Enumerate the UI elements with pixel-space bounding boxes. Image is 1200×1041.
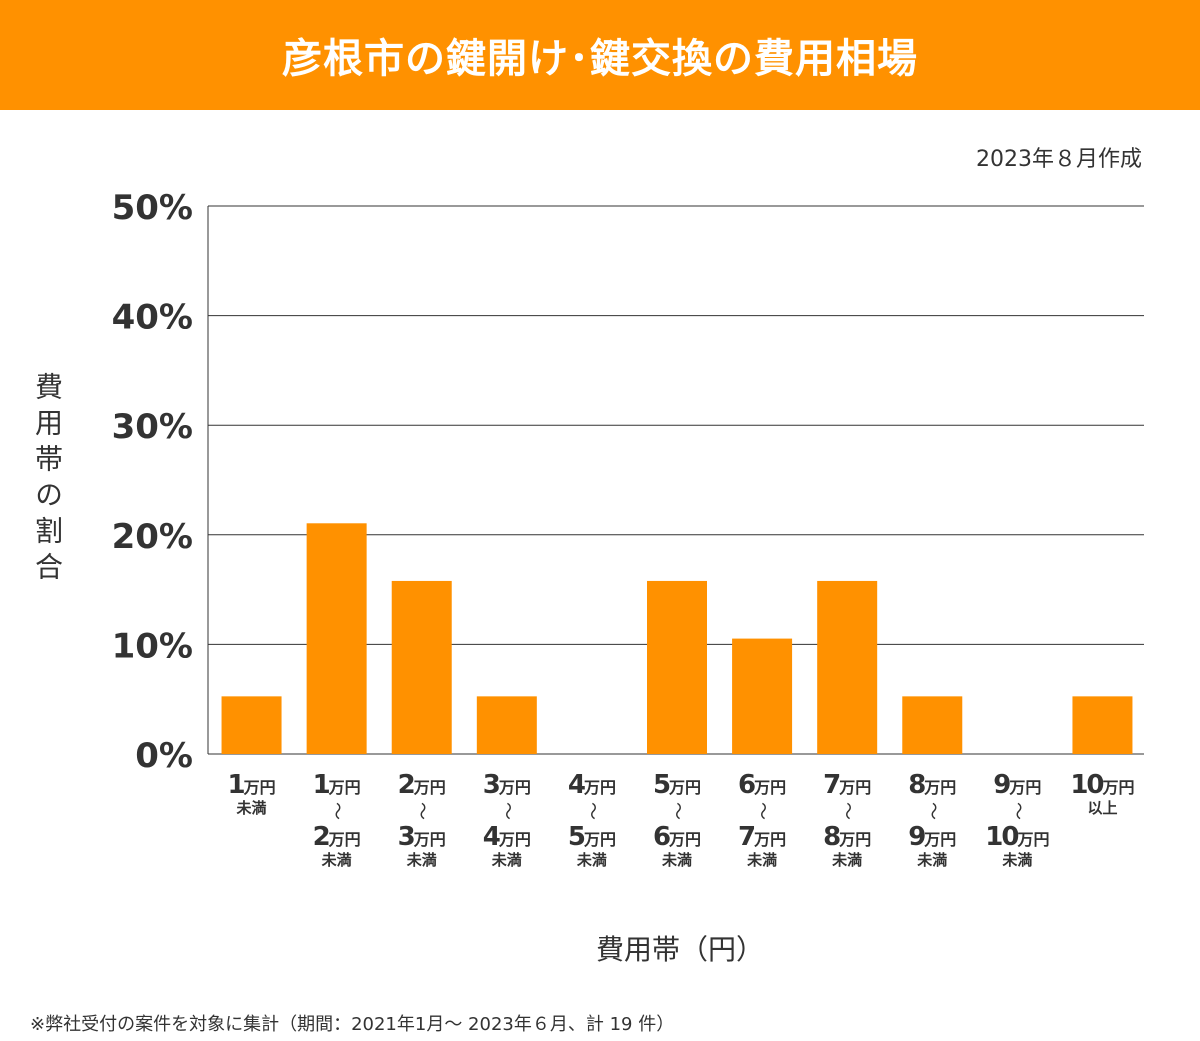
svg-text:〜: 〜 bbox=[922, 802, 943, 820]
svg-text:7万円: 7万円 bbox=[738, 822, 786, 852]
svg-text:〜: 〜 bbox=[326, 802, 347, 820]
chart-title: 彦根市の鍵開け･鍵交換の費用相場 bbox=[282, 36, 918, 82]
svg-text:4万円: 4万円 bbox=[483, 822, 531, 852]
svg-text:〜: 〜 bbox=[837, 802, 858, 820]
y-axis-label: 費用帯の割合 bbox=[31, 372, 64, 588]
svg-text:8万円: 8万円 bbox=[823, 822, 871, 852]
svg-text:2万円: 2万円 bbox=[313, 822, 361, 852]
svg-text:9万円: 9万円 bbox=[908, 822, 956, 852]
y-tick-label: 30% bbox=[112, 407, 193, 447]
bar bbox=[221, 696, 282, 754]
footnote: ※弊社受付の案件を対象に集計（期間：2021年1月～ 2023年６月、計 19 … bbox=[30, 1014, 675, 1035]
y-tick-label: 0% bbox=[135, 736, 193, 776]
svg-text:未満: 未満 bbox=[831, 851, 862, 869]
bar bbox=[732, 638, 793, 754]
svg-text:未満: 未満 bbox=[491, 851, 522, 869]
bar bbox=[306, 523, 367, 754]
svg-text:未満: 未満 bbox=[406, 851, 437, 869]
x-axis-label: 費用帯（円） bbox=[595, 933, 764, 966]
svg-text:1万円: 1万円 bbox=[227, 770, 275, 800]
svg-text:4万円: 4万円 bbox=[568, 770, 616, 800]
svg-text:未満: 未満 bbox=[236, 799, 267, 817]
svg-text:〜: 〜 bbox=[581, 802, 602, 820]
svg-text:〜: 〜 bbox=[496, 802, 517, 820]
svg-text:6万円: 6万円 bbox=[653, 822, 701, 852]
svg-text:3万円: 3万円 bbox=[398, 822, 446, 852]
bar bbox=[817, 580, 878, 754]
y-tick-label: 50% bbox=[112, 188, 193, 228]
svg-text:10万円: 10万円 bbox=[985, 822, 1049, 852]
svg-text:〜: 〜 bbox=[411, 802, 432, 820]
bar bbox=[1072, 696, 1133, 754]
svg-text:5万円: 5万円 bbox=[653, 770, 701, 800]
svg-text:未満: 未満 bbox=[1001, 851, 1032, 869]
svg-text:7万円: 7万円 bbox=[823, 770, 871, 800]
svg-text:未満: 未満 bbox=[576, 851, 607, 869]
svg-text:未満: 未満 bbox=[321, 851, 352, 869]
svg-text:以上: 以上 bbox=[1087, 799, 1117, 817]
svg-text:2万円: 2万円 bbox=[398, 770, 446, 800]
bar bbox=[391, 580, 452, 754]
date-note: 2023年８月作成 bbox=[976, 147, 1142, 172]
svg-text:〜: 〜 bbox=[667, 802, 688, 820]
y-tick-label: 20% bbox=[112, 517, 193, 557]
title-bar: 彦根市の鍵開け･鍵交換の費用相場 bbox=[0, 0, 1200, 110]
svg-text:5万円: 5万円 bbox=[568, 822, 616, 852]
svg-text:1万円: 1万円 bbox=[313, 770, 361, 800]
bar bbox=[476, 696, 537, 754]
svg-text:9万円: 9万円 bbox=[993, 770, 1041, 800]
svg-text:未満: 未満 bbox=[916, 851, 947, 869]
svg-text:3万円: 3万円 bbox=[483, 770, 531, 800]
svg-text:〜: 〜 bbox=[1007, 802, 1028, 820]
svg-text:6万円: 6万円 bbox=[738, 770, 786, 800]
svg-text:10万円: 10万円 bbox=[1070, 770, 1134, 800]
svg-text:8万円: 8万円 bbox=[908, 770, 956, 800]
svg-text:未満: 未満 bbox=[661, 851, 692, 869]
bar bbox=[902, 696, 963, 754]
svg-text:未満: 未満 bbox=[746, 851, 777, 869]
bar bbox=[647, 580, 707, 754]
y-tick-label: 10% bbox=[112, 626, 193, 666]
svg-text:〜: 〜 bbox=[752, 802, 773, 820]
y-tick-label: 40% bbox=[112, 298, 193, 338]
